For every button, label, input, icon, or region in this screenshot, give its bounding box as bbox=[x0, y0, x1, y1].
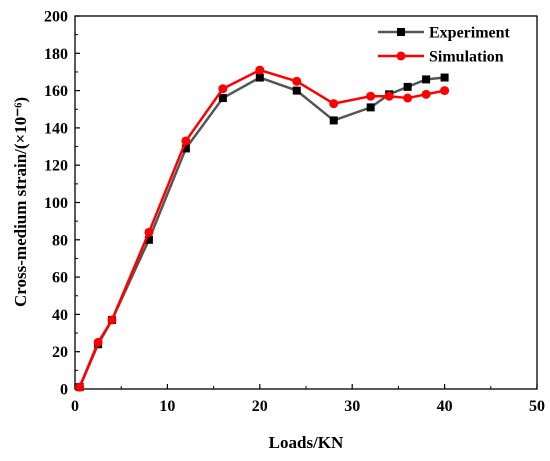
legend-marker-simulation bbox=[396, 51, 406, 61]
y-tick-label: 180 bbox=[44, 46, 68, 63]
x-tick-label: 20 bbox=[252, 398, 268, 415]
experiment-point bbox=[329, 116, 338, 125]
legend-item-simulation: Simulation bbox=[378, 49, 504, 66]
experiment-point bbox=[181, 144, 190, 153]
experiment-line bbox=[78, 76, 445, 388]
x-tick-label: 30 bbox=[344, 398, 360, 415]
simulation-point bbox=[181, 136, 191, 146]
legend: Experiment Simulation bbox=[378, 25, 511, 66]
y-tick-label: 0 bbox=[60, 382, 68, 399]
y-tick-label: 40 bbox=[52, 307, 68, 324]
x-axis: 0 10 20 30 40 50 bbox=[71, 384, 545, 415]
experiment-point bbox=[218, 94, 227, 103]
y-tick-label: 80 bbox=[52, 232, 68, 249]
y-tick-label: 20 bbox=[52, 344, 68, 361]
experiment-point bbox=[366, 103, 375, 112]
simulation-point bbox=[384, 91, 394, 101]
y-axis-title: Cross-medium strain/(×10⁻⁶) bbox=[11, 97, 30, 307]
legend-marker-experiment bbox=[397, 28, 405, 36]
simulation-line bbox=[78, 68, 445, 388]
simulation-point bbox=[107, 315, 117, 325]
simulation-point bbox=[421, 89, 431, 99]
simulation-point bbox=[75, 382, 85, 392]
experiment-point bbox=[292, 86, 301, 95]
simulation-point bbox=[403, 93, 413, 103]
x-tick-label: 40 bbox=[437, 398, 453, 415]
y-tick-label: 60 bbox=[52, 270, 68, 287]
experiment-point bbox=[422, 75, 431, 84]
y-axis: 0 20 40 60 80 100 120 140 160 180 200 bbox=[44, 9, 80, 399]
simulation-point bbox=[366, 91, 376, 101]
simulation-point bbox=[329, 99, 339, 109]
series-simulation bbox=[75, 65, 450, 392]
x-tick-label: 0 bbox=[71, 398, 79, 415]
plot-frame bbox=[74, 15, 538, 390]
y-tick-label: 120 bbox=[44, 158, 68, 175]
experiment-point bbox=[255, 73, 264, 82]
y-tick-label: 100 bbox=[44, 195, 68, 212]
x-tick-label: 10 bbox=[159, 398, 175, 415]
x-axis-title: Loads/KN bbox=[269, 433, 344, 452]
simulation-point bbox=[255, 65, 265, 75]
y-tick-label: 140 bbox=[44, 120, 68, 137]
legend-item-experiment: Experiment bbox=[378, 25, 511, 42]
experiment-point bbox=[403, 82, 412, 91]
legend-label-experiment: Experiment bbox=[429, 25, 511, 42]
simulation-point bbox=[440, 86, 450, 96]
simulation-point bbox=[93, 337, 103, 347]
x-tick-label: 50 bbox=[529, 398, 545, 415]
series-experiment bbox=[75, 73, 449, 392]
simulation-point bbox=[292, 76, 302, 86]
y-tick-label: 160 bbox=[44, 83, 68, 100]
y-tick-label: 200 bbox=[44, 9, 68, 26]
legend-label-simulation: Simulation bbox=[429, 49, 504, 66]
experiment-point bbox=[144, 235, 153, 244]
experiment-point bbox=[440, 73, 449, 82]
simulation-point bbox=[218, 84, 228, 94]
simulation-point bbox=[144, 227, 154, 237]
plot-border bbox=[74, 15, 538, 390]
series-layer bbox=[75, 65, 450, 392]
